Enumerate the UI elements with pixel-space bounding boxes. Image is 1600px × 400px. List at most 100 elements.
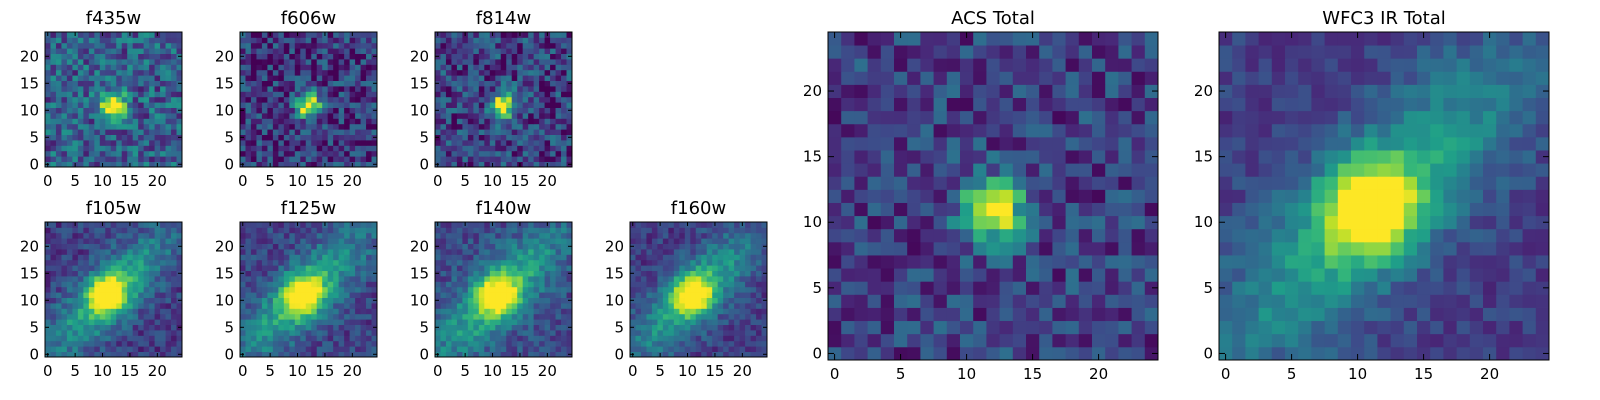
heatmap-cell	[245, 324, 252, 331]
heatmap-cell	[371, 340, 378, 347]
heatmap-cell	[473, 32, 480, 38]
heatmap-cell	[555, 227, 562, 234]
heatmap-cell	[445, 42, 452, 49]
heatmap-cell	[462, 150, 469, 157]
heatmap-cell	[327, 42, 334, 49]
heatmap-cell	[333, 156, 340, 162]
heatmap-cell	[1012, 294, 1027, 308]
heatmap-cell	[94, 259, 101, 266]
heatmap-cell	[250, 297, 257, 304]
heatmap-cell	[94, 276, 101, 282]
heatmap-cell	[72, 107, 79, 114]
heatmap-cell	[261, 276, 268, 282]
heatmap-cell	[250, 276, 257, 282]
heatmap-cell	[256, 91, 263, 98]
heatmap-cell	[88, 351, 95, 358]
heatmap-cell	[561, 69, 567, 76]
heatmap-cell	[473, 156, 480, 162]
heatmap-cell	[528, 48, 535, 54]
heatmap-cell	[973, 150, 987, 164]
heatmap-cell	[66, 222, 73, 228]
heatmap-cell	[522, 227, 529, 234]
heatmap-cell	[484, 107, 491, 114]
heatmap-cell	[305, 118, 312, 125]
heatmap-cell	[1052, 281, 1066, 295]
heatmap-cell	[506, 297, 513, 304]
heatmap-cell	[127, 270, 134, 277]
heatmap-cell	[349, 123, 356, 130]
heatmap-cell	[544, 113, 551, 119]
heatmap-cell	[489, 238, 496, 244]
heatmap-cell	[360, 53, 367, 60]
heatmap-cell	[500, 308, 507, 315]
heatmap-cell	[371, 102, 378, 108]
heatmap-cell	[160, 286, 166, 293]
heatmap-cell	[99, 286, 106, 293]
y-tick-label: 10	[20, 101, 39, 119]
heatmap-cell	[528, 249, 535, 255]
heatmap-cell	[440, 243, 447, 250]
heatmap-cell	[322, 91, 329, 98]
heatmap-cell	[272, 313, 279, 320]
heatmap-cell	[717, 297, 724, 304]
heatmap-cell	[176, 145, 183, 152]
heatmap-cell	[165, 86, 172, 92]
heatmap-cell	[1052, 176, 1066, 190]
heatmap-cell	[55, 351, 62, 358]
heatmap-cell	[240, 249, 246, 255]
heatmap-cell	[338, 134, 345, 141]
heatmap-cell	[160, 32, 166, 38]
heatmap-cell	[344, 145, 350, 152]
heatmap-cell	[640, 313, 647, 320]
heatmap-cell	[278, 254, 285, 261]
heatmap-cell	[539, 161, 545, 168]
heatmap-cell	[462, 286, 469, 293]
heatmap-cell	[165, 270, 172, 277]
heatmap-cell	[561, 222, 567, 228]
heatmap-cell	[294, 102, 301, 108]
heatmap-cell	[701, 319, 708, 325]
heatmap-cell	[1039, 255, 1053, 269]
heatmap-cell	[72, 276, 79, 282]
heatmap-cell	[695, 265, 702, 271]
heatmap-cell	[245, 80, 252, 87]
heatmap-cell	[245, 123, 252, 130]
heatmap-cell	[517, 113, 524, 119]
heatmap-cell	[327, 80, 334, 87]
heatmap-cell	[920, 189, 934, 203]
heatmap-cell	[55, 86, 62, 92]
heatmap-cell	[561, 238, 567, 244]
heatmap-cell	[960, 255, 974, 269]
heatmap-cell	[517, 232, 524, 239]
heatmap-cell	[451, 270, 458, 277]
heatmap-cell	[344, 42, 350, 49]
heatmap-cell	[445, 32, 452, 38]
heatmap-cell	[451, 48, 458, 54]
heatmap-cell	[72, 118, 79, 125]
heatmap-cell	[88, 53, 95, 60]
heatmap-cell	[45, 145, 51, 152]
heatmap-cell	[171, 96, 177, 103]
plot-frame	[629, 221, 768, 358]
heatmap-cell	[121, 351, 128, 358]
heatmap-cell	[986, 255, 1000, 269]
heatmap-cell	[121, 297, 128, 304]
heatmap-cell	[322, 265, 329, 271]
heatmap-cell	[1065, 307, 1080, 322]
heatmap-cell	[116, 129, 123, 135]
heatmap-cell	[77, 107, 84, 114]
heatmap-cell	[435, 129, 441, 135]
heatmap-cell	[311, 270, 318, 277]
heatmap-cell	[933, 189, 948, 203]
heatmap-cell	[143, 346, 150, 352]
heatmap-cell	[1105, 176, 1119, 190]
heatmap-cell	[99, 37, 106, 44]
heatmap-cell	[484, 80, 491, 87]
heatmap-cell	[94, 123, 101, 130]
heatmap-cell	[311, 227, 318, 234]
heatmap-cell	[149, 249, 155, 255]
x-tick-label: 5	[460, 362, 470, 380]
heatmap-cell	[272, 265, 279, 271]
heatmap-cell	[116, 42, 123, 49]
heatmap-cell	[511, 129, 518, 135]
